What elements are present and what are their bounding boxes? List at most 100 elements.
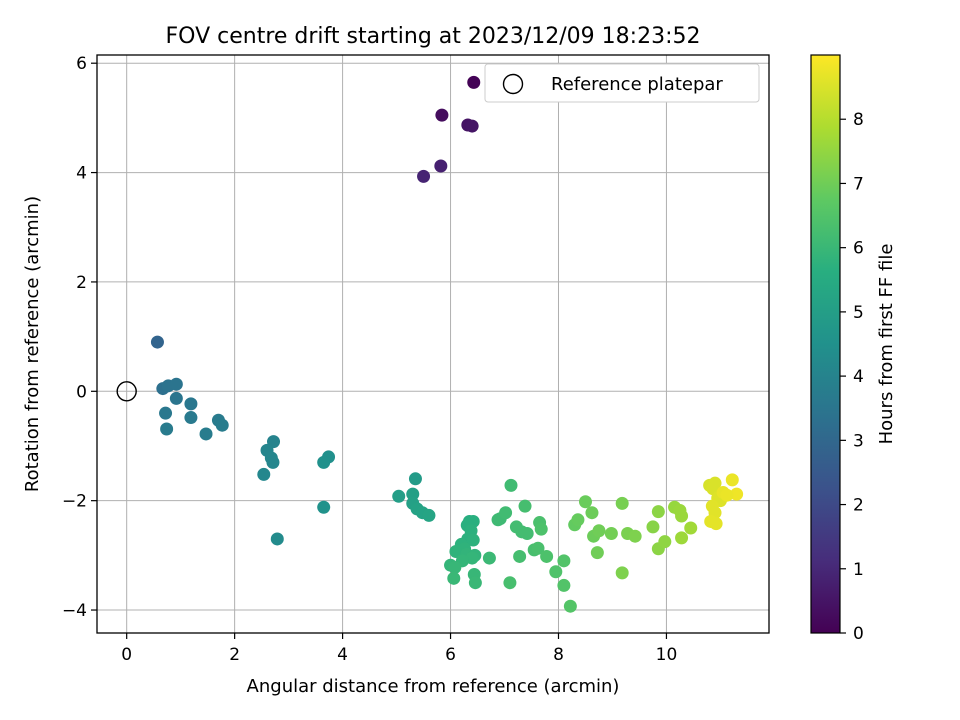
data-point (585, 506, 599, 520)
data-point (150, 335, 164, 349)
data-point (499, 506, 513, 520)
colorbar-tick-label: 3 (853, 431, 864, 451)
x-tick-label: 10 (656, 645, 678, 665)
colorbar-tick-label: 5 (853, 303, 864, 323)
data-point (468, 576, 482, 590)
data-point (578, 495, 592, 509)
data-point (534, 522, 548, 536)
data-point (503, 576, 517, 590)
data-point (317, 455, 331, 469)
colorbar-tick-label: 0 (853, 624, 864, 644)
data-point (557, 578, 571, 592)
data-point (160, 422, 174, 436)
x-axis-ticks: 0 2 4 6 8 10 (121, 633, 677, 665)
data-point (646, 520, 660, 534)
data-point (466, 533, 480, 547)
data-point (169, 377, 183, 391)
colorbar-tick-label: 7 (853, 174, 864, 194)
legend: Reference platepar (484, 63, 760, 103)
y-axis-label: Rotation from reference (arcmin) (22, 196, 43, 492)
x-tick-label: 6 (445, 645, 456, 665)
data-point (504, 478, 518, 492)
data-point (563, 599, 577, 613)
data-points (150, 75, 744, 613)
data-point (406, 487, 420, 501)
data-point (549, 565, 563, 579)
data-point (317, 500, 331, 514)
data-point (392, 489, 406, 503)
y-tick-label: 6 (76, 54, 87, 74)
data-point (592, 524, 606, 538)
data-point (435, 108, 449, 122)
data-point (408, 472, 422, 486)
data-point (448, 560, 462, 574)
data-point (449, 545, 463, 559)
grid-lines (97, 55, 769, 633)
colorbar-gradient (810, 54, 841, 634)
data-point (184, 411, 198, 425)
legend-label-reference: Reference platepar (551, 74, 723, 95)
data-point (465, 119, 479, 133)
data-point (422, 508, 436, 522)
data-point (257, 467, 271, 481)
data-point (720, 488, 734, 502)
legend-marker-reference (502, 73, 524, 95)
data-point (725, 473, 739, 487)
data-point (199, 427, 213, 441)
data-point (482, 551, 496, 565)
data-point (434, 159, 448, 173)
y-tick-label: 0 (76, 382, 87, 402)
data-point (615, 496, 629, 510)
data-point (417, 169, 431, 183)
y-tick-label: −2 (62, 492, 87, 512)
data-point (684, 521, 698, 535)
y-axis-ticks: −4 −2 0 2 4 6 (62, 54, 97, 621)
colorbar: 0 1 2 3 4 5 6 7 8 Hours from first FF file (810, 54, 897, 644)
data-point (709, 517, 723, 531)
legend-box (484, 63, 760, 103)
colorbar-tick-label: 8 (853, 110, 864, 130)
data-point (628, 529, 642, 543)
x-tick-label: 4 (337, 645, 348, 665)
data-point (270, 532, 284, 546)
data-point (590, 546, 604, 560)
data-point (675, 531, 689, 545)
data-point (159, 406, 173, 420)
x-tick-label: 2 (229, 645, 240, 665)
data-point (531, 541, 545, 555)
data-point (184, 397, 198, 411)
reference-platepar-marker (116, 381, 137, 402)
data-point (520, 526, 534, 540)
data-point (557, 554, 571, 568)
colorbar-tick-label: 4 (853, 367, 864, 387)
data-point (467, 75, 481, 89)
x-tick-label: 0 (121, 645, 132, 665)
data-point (730, 487, 744, 501)
data-point (615, 566, 629, 580)
colorbar-tick-label: 2 (853, 496, 864, 516)
chart-title: FOV centre drift starting at 2023/12/09 … (166, 24, 701, 49)
data-point (215, 418, 229, 432)
data-point (604, 526, 618, 540)
y-tick-label: 2 (76, 273, 87, 293)
y-tick-label: −4 (62, 601, 87, 621)
colorbar-tick-label: 1 (853, 560, 864, 580)
x-tick-label: 8 (553, 645, 564, 665)
data-point (169, 391, 183, 405)
data-point (513, 549, 527, 563)
data-point (571, 513, 585, 527)
data-point (518, 499, 532, 513)
data-point (447, 571, 461, 585)
data-point (675, 509, 689, 523)
colorbar-ticks: 0 1 2 3 4 5 6 7 8 (840, 110, 864, 644)
data-point (658, 535, 672, 549)
data-point (651, 505, 665, 519)
y-tick-label: 4 (76, 164, 87, 184)
plot-frame (96, 54, 770, 634)
colorbar-tick-label: 6 (853, 239, 864, 259)
data-point (540, 549, 554, 563)
x-axis-label: Angular distance from reference (arcmin) (247, 676, 620, 697)
data-point (266, 455, 280, 469)
colorbar-label: Hours from first FF file (876, 244, 897, 445)
